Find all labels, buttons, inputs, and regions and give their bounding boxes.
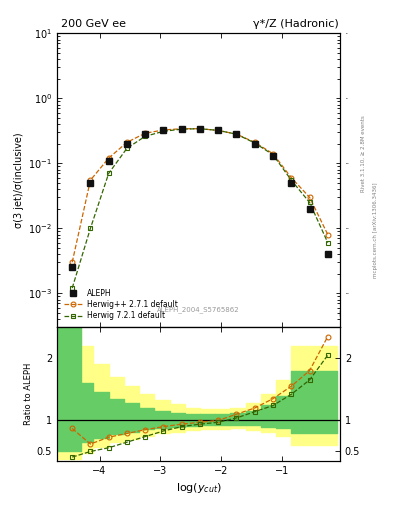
Herwig 7.2.1 default	[234, 131, 239, 137]
ALEPH	[252, 141, 257, 147]
ALEPH	[271, 153, 275, 159]
Text: Rivet 3.1.10, ≥ 2.8M events: Rivet 3.1.10, ≥ 2.8M events	[361, 115, 366, 192]
Herwig++ 2.7.1 default	[216, 127, 220, 134]
Herwig++ 2.7.1 default	[271, 151, 275, 157]
Y-axis label: Ratio to ALEPH: Ratio to ALEPH	[24, 363, 33, 425]
Text: mcplots.cern.ch [arXiv:1306.3436]: mcplots.cern.ch [arXiv:1306.3436]	[373, 183, 378, 278]
Herwig 7.2.1 default	[271, 152, 275, 158]
X-axis label: log($y_{cut}$): log($y_{cut}$)	[176, 481, 221, 495]
ALEPH	[307, 206, 312, 212]
Herwig++ 2.7.1 default	[325, 231, 330, 238]
Herwig 7.2.1 default	[107, 170, 111, 177]
Herwig++ 2.7.1 default	[88, 177, 93, 183]
Herwig 7.2.1 default	[179, 126, 184, 132]
Herwig 7.2.1 default	[88, 225, 93, 231]
Line: Herwig 7.2.1 default: Herwig 7.2.1 default	[70, 126, 330, 290]
Herwig++ 2.7.1 default	[70, 259, 75, 265]
ALEPH	[70, 264, 75, 270]
ALEPH	[179, 125, 184, 132]
ALEPH	[289, 180, 294, 186]
ALEPH	[325, 251, 330, 257]
Herwig++ 2.7.1 default	[125, 139, 129, 145]
Herwig++ 2.7.1 default	[198, 125, 202, 132]
Herwig 7.2.1 default	[307, 199, 312, 205]
ALEPH	[88, 180, 93, 186]
Herwig 7.2.1 default	[289, 177, 294, 183]
Herwig 7.2.1 default	[198, 125, 202, 132]
ALEPH	[234, 131, 239, 137]
ALEPH	[143, 131, 148, 137]
Herwig 7.2.1 default	[325, 240, 330, 246]
ALEPH	[341, 310, 345, 316]
Herwig 7.2.1 default	[252, 140, 257, 146]
ALEPH	[161, 127, 166, 134]
Herwig++ 2.7.1 default	[252, 139, 257, 145]
ALEPH	[198, 125, 202, 132]
Herwig++ 2.7.1 default	[179, 125, 184, 132]
Herwig 7.2.1 default	[161, 128, 166, 134]
Text: 200 GeV ee: 200 GeV ee	[61, 19, 126, 29]
Herwig++ 2.7.1 default	[107, 155, 111, 161]
Herwig++ 2.7.1 default	[289, 175, 294, 181]
Herwig 7.2.1 default	[143, 133, 148, 139]
Herwig++ 2.7.1 default	[307, 194, 312, 200]
Line: Herwig++ 2.7.1 default: Herwig++ 2.7.1 default	[70, 126, 330, 265]
Herwig 7.2.1 default	[216, 127, 220, 134]
Herwig++ 2.7.1 default	[143, 130, 148, 136]
Text: γ*/Z (Hadronic): γ*/Z (Hadronic)	[253, 19, 339, 29]
Herwig++ 2.7.1 default	[234, 131, 239, 137]
ALEPH	[216, 127, 220, 134]
Line: ALEPH: ALEPH	[69, 125, 346, 316]
ALEPH	[125, 141, 129, 147]
Herwig 7.2.1 default	[70, 285, 75, 291]
Herwig 7.2.1 default	[125, 145, 129, 152]
Legend: ALEPH, Herwig++ 2.7.1 default, Herwig 7.2.1 default: ALEPH, Herwig++ 2.7.1 default, Herwig 7.…	[61, 286, 181, 324]
Text: ALEPH_2004_S5765862: ALEPH_2004_S5765862	[157, 306, 240, 312]
Y-axis label: σ(3 jet)/σ(inclusive): σ(3 jet)/σ(inclusive)	[14, 133, 24, 228]
Herwig++ 2.7.1 default	[161, 127, 166, 133]
ALEPH	[107, 158, 111, 164]
